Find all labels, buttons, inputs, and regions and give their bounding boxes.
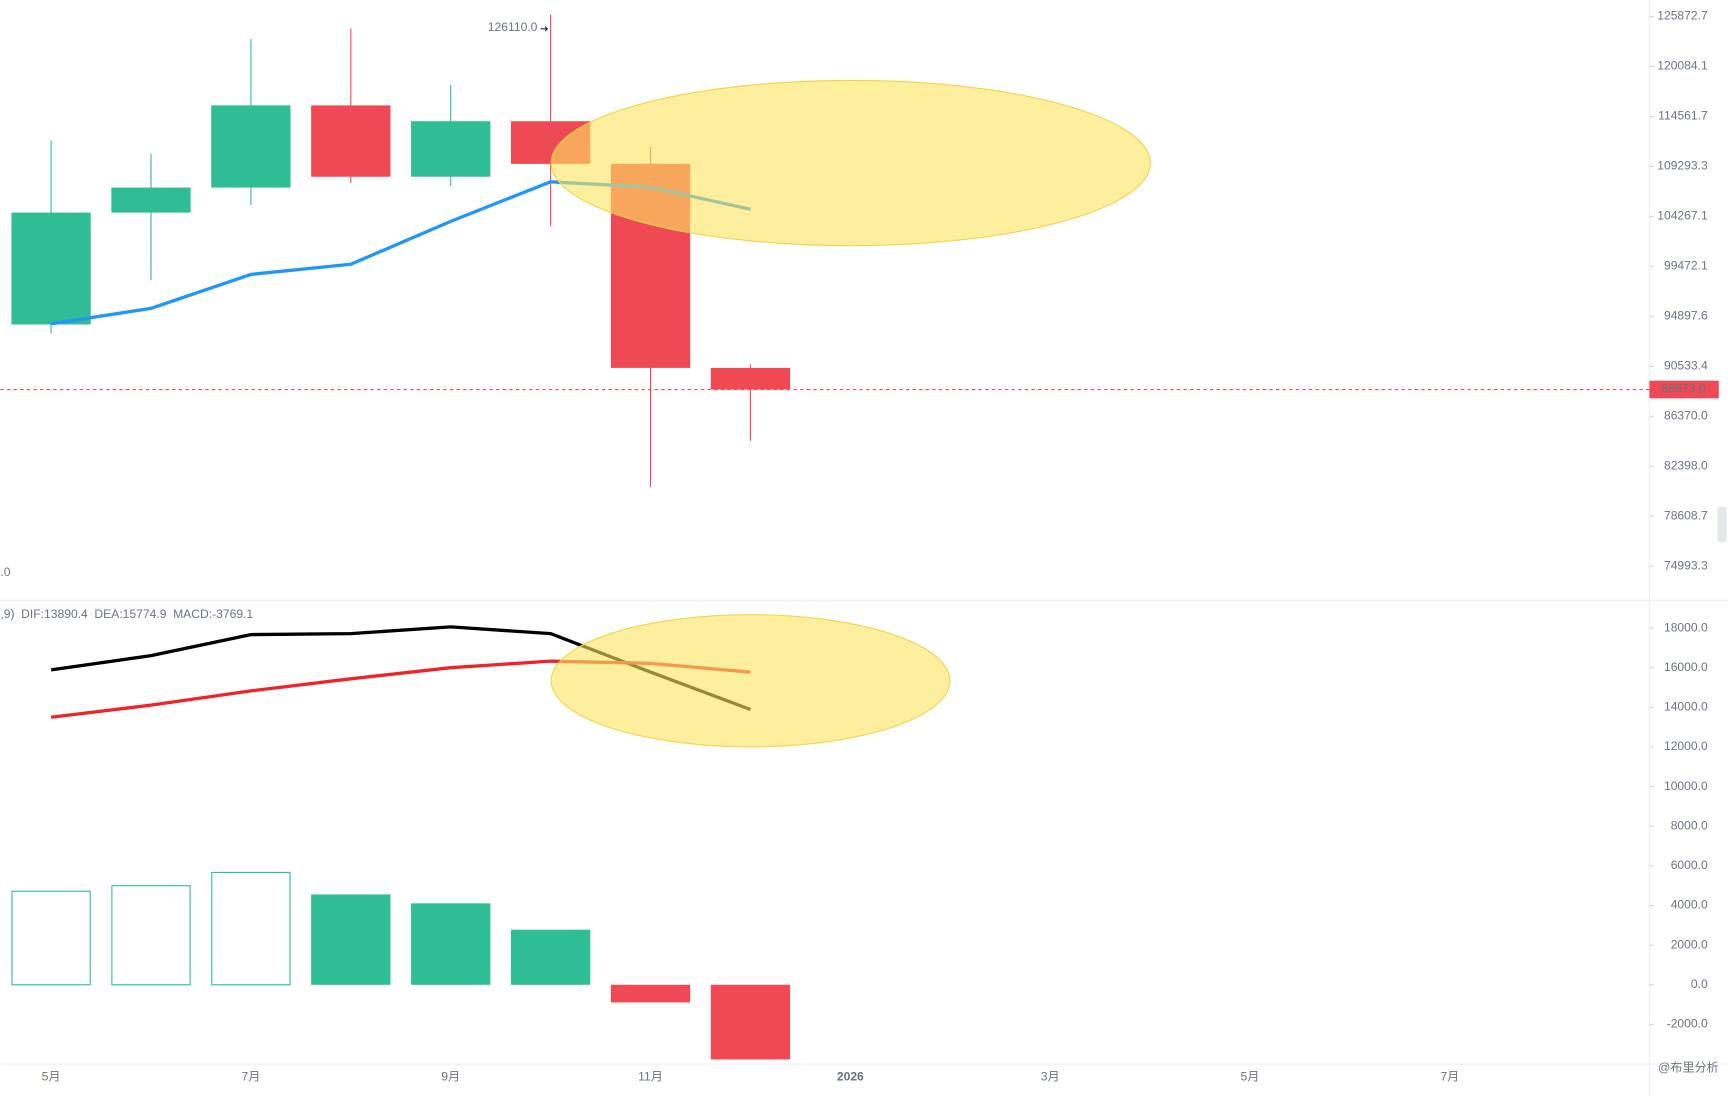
x-tick-label: 7月	[1440, 1069, 1459, 1083]
y-tick-label: 0.0	[1691, 977, 1708, 991]
candle-body	[211, 105, 291, 188]
watermark: @布里分析	[1658, 1061, 1719, 1075]
labels: 5月 7月 9月 11月 2026 3月 5月 7月 125872.7 120084.1 11456…	[0, 9, 1719, 1083]
candle-body	[11, 212, 91, 325]
y-tick-label: 99472.1	[1664, 259, 1708, 273]
last-price-tag	[1649, 380, 1719, 399]
y-tick-label: 90533.4	[1664, 358, 1708, 372]
highlight-ellipse	[550, 79, 1151, 247]
x-tick-label: 2026	[837, 1069, 864, 1083]
x-tick-label: 7月	[241, 1069, 260, 1083]
y-tick-label: 14000.0	[1664, 700, 1708, 714]
y-tick-label: 6000.0	[1671, 858, 1708, 872]
x-tick-label: 5月	[1241, 1069, 1260, 1083]
y-tick-label: 82398.0	[1664, 458, 1708, 472]
macd-bar	[610, 984, 691, 1003]
y-tick-label: 10000.0	[1664, 779, 1708, 793]
overlay	[550, 79, 1151, 748]
marks	[0, 14, 1654, 1060]
macd-bar	[411, 903, 491, 985]
macd-bar	[510, 929, 591, 985]
y-tick-label: 74993.3	[1664, 558, 1708, 572]
candle-body	[411, 121, 491, 177]
candle-body	[710, 367, 791, 390]
y-tick-label: 86370.0	[1664, 408, 1708, 422]
y-tick-label: 18000.0	[1664, 620, 1708, 634]
macd-bar	[11, 890, 91, 986]
highlight-ellipse	[550, 614, 951, 748]
scroll-handle[interactable]	[1717, 506, 1727, 542]
y-tick-label: 94897.6	[1664, 309, 1708, 323]
legend-entry: DEA:15774.9	[94, 607, 166, 621]
x-tick-label: 9月	[441, 1069, 460, 1083]
y-tick-label: -2000.0	[1667, 1017, 1708, 1031]
y-tick-label: 78608.7	[1664, 508, 1708, 522]
x-tick-label: 11月	[638, 1069, 663, 1083]
high-arrow	[540, 26, 549, 32]
high-label: 126110.0	[488, 20, 538, 34]
legend-params: ,9)	[0, 607, 14, 621]
y-tick-label: 114561.7	[1658, 109, 1708, 123]
legend-entry: MACD:-3769.1	[173, 607, 253, 621]
last-price-label: 88573.0	[1662, 382, 1706, 396]
x-tick-label: 5月	[42, 1069, 61, 1083]
macd-bar	[111, 885, 191, 986]
macd-bar	[211, 871, 291, 986]
y-tick-label: 12000.0	[1664, 739, 1708, 753]
y-tick-label: 16000.0	[1664, 660, 1708, 674]
candle-body	[111, 187, 191, 213]
y-tick-label: 120084.1	[1657, 59, 1708, 73]
y-tick-label: 4000.0	[1671, 898, 1708, 912]
y-tick-label: 125872.7	[1657, 9, 1708, 23]
macd-bar	[710, 984, 791, 1060]
macd-bar	[311, 894, 391, 985]
legend-entry: DIF:13890.4	[21, 607, 88, 621]
pane-label: .0	[0, 565, 10, 579]
y-tick-label: 8000.0	[1671, 818, 1708, 832]
candle-body	[311, 105, 391, 177]
x-tick-label: 3月	[1041, 1069, 1060, 1083]
y-tick-label: 2000.0	[1671, 937, 1708, 951]
y-tick-label: 104267.1	[1657, 209, 1708, 223]
y-tick-label: 109293.3	[1657, 159, 1708, 173]
